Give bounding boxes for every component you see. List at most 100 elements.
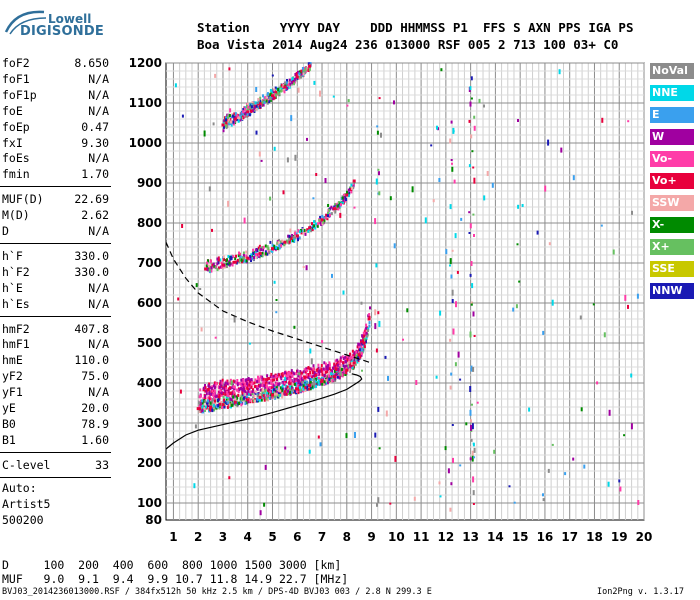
param-value: 22.69 [74, 192, 109, 207]
series-f2-trace-1st-hop-mark [288, 371, 291, 375]
noise-speck [439, 310, 442, 316]
noise-speck [385, 410, 388, 417]
series-f2-trace-2nd-hop-mark [341, 196, 344, 200]
series-f2-trace-2nd-hop-mark [245, 254, 248, 258]
series-f2-trace-1st-hop-mark [277, 394, 280, 397]
series-f2-trace-3rd-hop-mark [263, 101, 266, 104]
digisonde-logo-icon [4, 10, 47, 35]
series-f2-trace-1st-hop-mark [336, 363, 339, 367]
series-f2-trace-2nd-hop-mark [281, 239, 284, 243]
series-f2-trace-1st-hop-mark [234, 397, 237, 401]
series-f2-trace-1st-hop-mark [285, 371, 288, 375]
series-f2-trace-3rd-hop-mark [305, 66, 307, 70]
noise-speck [193, 483, 196, 489]
series-f2-trace-1st-hop-mark [368, 315, 371, 319]
x-tick-label: 1 [169, 530, 177, 544]
param-value: 330.0 [74, 264, 109, 279]
series-f2-trace-1st-hop-point [283, 390, 287, 394]
series-f2-trace-2nd-hop-mark [351, 186, 353, 190]
series-f2-trace-1st-hop-mark [207, 396, 210, 400]
series-f2-trace-1st-hop-mark [208, 390, 211, 394]
series-f2-trace-1st-hop-mark [341, 367, 343, 371]
series-f2-trace-3rd-hop-mark [235, 115, 238, 119]
series-f2-trace-1st-hop-mark [248, 385, 251, 389]
series-f2-trace-1st-hop-mark [251, 390, 254, 394]
series-f2-trace-1st-hop-mark [225, 395, 228, 399]
noise-speck [306, 137, 308, 141]
logo-text-lowell: Lowell [48, 12, 92, 26]
series-f2-trace-1st-hop-mark [254, 378, 257, 382]
series-f2-trace-3rd-hop-mark [244, 106, 247, 110]
series-f2-trace-1st-hop-mark [199, 402, 202, 406]
series-f2-trace-2nd-hop-point [332, 207, 336, 211]
series-f2-trace-1st-hop-mark [289, 385, 292, 389]
series-f2-trace-3rd-hop-point [221, 123, 225, 127]
series-f2-trace-1st-hop-mark [220, 393, 223, 397]
series-f2-trace-1st-hop-point [271, 393, 274, 397]
series-f2-trace-3rd-hop-mark [255, 105, 258, 109]
param-row: yF1 N/A [2, 385, 109, 400]
noise-speck [468, 119, 471, 123]
series-f2-trace-1st-hop-mark [345, 367, 348, 371]
series-f2-trace-1st-hop-mark [289, 391, 291, 395]
series-f2-trace-1st-hop-mark [242, 396, 245, 400]
series-f2-trace-1st-hop-mark [253, 381, 256, 385]
param-name: h`E [2, 280, 23, 295]
series-f2-trace-1st-hop-mark [261, 388, 264, 392]
series-f2-trace-1st-hop-mark [270, 372, 273, 376]
noise-speck [551, 299, 554, 306]
noise-speck [472, 166, 475, 169]
series-f2-trace-2nd-hop-mark [237, 260, 240, 264]
series-f2-trace-1st-hop-mark [249, 378, 251, 382]
series-f2-trace-3rd-hop-mark [287, 83, 290, 87]
series-f2-trace-1st-hop-mark [352, 359, 355, 363]
noise-speck [305, 265, 308, 271]
param-name: foF2 [2, 56, 30, 70]
series-f2-trace-2nd-hop-mark [315, 222, 317, 226]
series-f2-trace-1st-hop-mark [363, 345, 366, 349]
series-f2-trace-1st-hop-mark [288, 387, 291, 391]
series-f2-trace-3rd-hop-mark [260, 103, 263, 107]
series-f2-trace-3rd-hop-mark [243, 114, 246, 118]
noise-speck [444, 446, 447, 451]
series-f2-trace-1st-hop-mark [223, 383, 226, 387]
noise-speck [286, 157, 289, 163]
noise-speck [177, 297, 180, 301]
series-f2-trace-1st-hop-mark [218, 393, 221, 397]
series-f2-trace-1st-hop-mark [327, 377, 329, 381]
series-f2-trace-1st-hop-mark [237, 390, 240, 394]
series-f2-trace-2nd-hop-mark [324, 216, 327, 220]
param-value: N/A [88, 280, 109, 295]
series-f2-trace-2nd-hop-mark [210, 269, 213, 273]
series-f2-trace-2nd-hop-mark [262, 245, 265, 249]
noise-speck [451, 162, 453, 165]
series-f2-trace-1st-hop-mark [287, 377, 290, 381]
series-f2-trace-1st-hop-mark [353, 351, 356, 355]
series-f2-trace-1st-hop-mark [277, 383, 280, 387]
series-f2-trace-1st-hop-mark [249, 390, 251, 394]
series-f2-trace-2nd-hop-mark [216, 268, 219, 272]
series-f2-trace-1st-hop-point [352, 361, 356, 365]
series-f2-trace-1st-hop-mark [221, 378, 224, 382]
series-f2-trace-1st-hop-mark [270, 382, 273, 385]
series-f2-trace-1st-hop-mark [355, 360, 358, 364]
series-f2-trace-1st-hop-mark [349, 352, 352, 356]
series-f2-trace-1st-hop-mark [240, 387, 242, 390]
series-f2-trace-3rd-hop-mark [246, 104, 248, 108]
noise-speck [389, 502, 392, 505]
noise-speck [281, 392, 284, 399]
series-f2-trace-1st-hop-mark [301, 371, 304, 375]
series-f2-trace-1st-hop-mark [328, 380, 330, 383]
noise-speck [375, 263, 378, 268]
series-f2-trace-3rd-hop-mark [269, 98, 272, 102]
series-f2-trace-3rd-hop-mark [276, 90, 279, 94]
series-f2-trace-2nd-hop-mark [250, 253, 253, 257]
param-name: hmF2 [2, 321, 30, 336]
noise-speck [472, 443, 475, 447]
noise-speck [486, 171, 489, 176]
series-f2-trace-1st-hop-mark [226, 391, 229, 394]
noise-speck [451, 289, 454, 296]
legend-item-sse: SSE [650, 261, 694, 277]
param-value: 1.60 [81, 432, 109, 447]
series-f2-trace-2nd-hop-mark [287, 240, 290, 244]
